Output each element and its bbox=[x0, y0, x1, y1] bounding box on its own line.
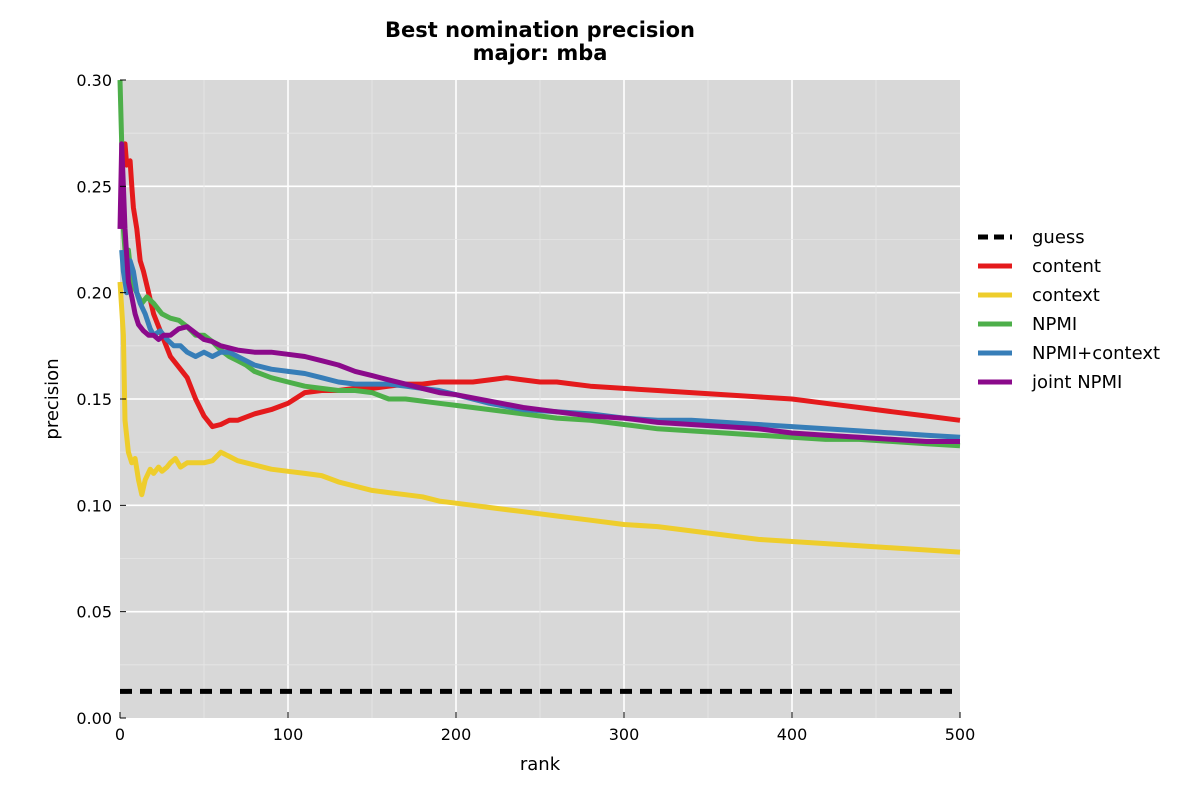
y-tick-label: 0.20 bbox=[76, 284, 112, 303]
y-tick-label: 0.30 bbox=[76, 71, 112, 90]
legend-label-context: context bbox=[1032, 285, 1100, 306]
y-axis-label: precision bbox=[42, 358, 63, 439]
legend-label-content: content bbox=[1032, 256, 1101, 277]
x-tick-label: 300 bbox=[609, 725, 640, 744]
x-tick-label: 0 bbox=[115, 725, 125, 744]
series-line-joint-npmi bbox=[117, 141, 960, 444]
legend-label-npmi-context: NPMI+context bbox=[1032, 343, 1160, 364]
x-axis-label: rank bbox=[520, 754, 561, 775]
legend: guess content context NPMI NPMI+context joint… bbox=[978, 227, 1160, 393]
y-tick-label: 0.15 bbox=[76, 390, 112, 409]
series-line-context bbox=[117, 281, 961, 555]
axes: 0 100 200 300 400 500 0.00 0.05 0.10 0.15 0.20 0.25… bbox=[76, 71, 975, 744]
legend-label-npmi: NPMI bbox=[1032, 314, 1077, 335]
legend-label-guess: guess bbox=[1032, 227, 1085, 248]
chart-title: Best nomination precision bbox=[385, 18, 695, 42]
series-layer bbox=[117, 79, 961, 694]
y-tick-label: 0.10 bbox=[76, 496, 112, 515]
series-line-npmi bbox=[117, 79, 961, 449]
chart-subtitle: major: mba bbox=[473, 41, 608, 65]
x-tick-label: 500 bbox=[945, 725, 976, 744]
y-tick-label: 0.00 bbox=[76, 709, 112, 728]
x-tick-label: 100 bbox=[273, 725, 304, 744]
legend-label-joint-npmi: joint NPMI bbox=[1031, 372, 1122, 393]
grid-lines bbox=[120, 80, 960, 718]
y-tick-label: 0.25 bbox=[76, 177, 112, 196]
x-tick-label: 200 bbox=[441, 725, 472, 744]
series-line-npmi-context bbox=[119, 249, 961, 440]
y-tick-label: 0.05 bbox=[76, 603, 112, 622]
x-tick-label: 400 bbox=[777, 725, 808, 744]
